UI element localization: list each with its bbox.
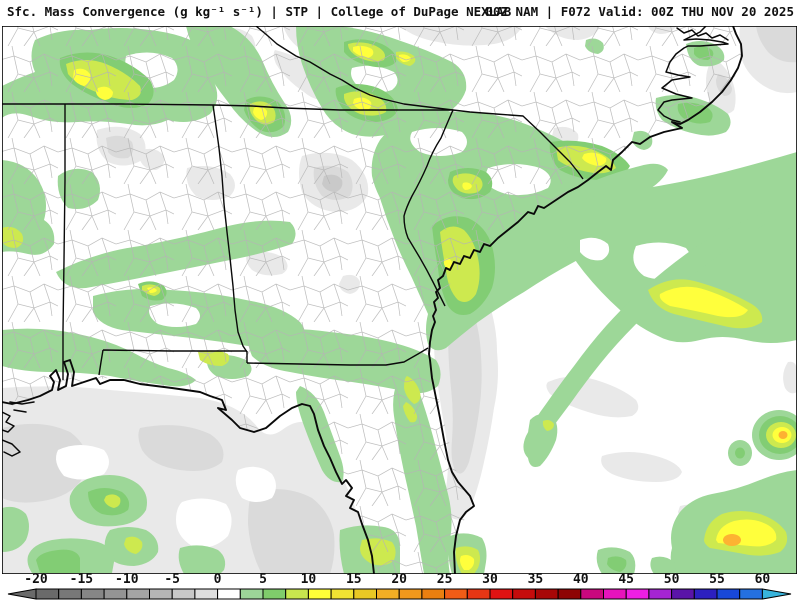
svg-text:10: 10 [301, 572, 317, 587]
svg-text:55: 55 [709, 572, 725, 587]
svg-text:0: 0 [214, 572, 222, 587]
svg-text:5: 5 [259, 572, 267, 587]
state-borders [2, 26, 584, 380]
colorbar-canvas: -20 -15 -10 -5 0 5 10 15 20 25 30 35 40 45 50 55 60 [7, 572, 792, 600]
model-valid-time: 00Z NAM | F072 Valid: 00Z THU NOV 20 202… [485, 4, 794, 19]
svg-text:50: 50 [664, 572, 680, 587]
svg-text:30: 30 [482, 572, 498, 587]
colorbar: -20 -15 -10 -5 0 5 10 15 20 25 30 35 40 45 50 55 60 [0, 560, 800, 600]
svg-text:60: 60 [755, 572, 771, 587]
svg-text:45: 45 [618, 572, 634, 587]
svg-text:-5: -5 [164, 572, 180, 587]
colorbar-tick-labels: -20 -15 -10 -5 0 5 10 15 20 25 30 35 40 45 50 55 60 [24, 572, 770, 587]
svg-text:-20: -20 [24, 572, 48, 587]
title-bar: Sfc. Mass Convergence (g kg⁻¹ s⁻¹) | STP… [0, 0, 800, 26]
colorbar-segments [7, 588, 792, 600]
svg-text:-15: -15 [70, 572, 93, 587]
svg-text:20: 20 [391, 572, 407, 587]
product-title: Sfc. Mass Convergence (g kg⁻¹ s⁻¹) | STP… [7, 4, 512, 19]
svg-text:40: 40 [573, 572, 589, 587]
svg-text:15: 15 [346, 572, 362, 587]
svg-text:-10: -10 [115, 572, 139, 587]
svg-text:35: 35 [528, 572, 544, 587]
svg-text:25: 25 [437, 572, 453, 587]
coastline [2, 26, 743, 574]
